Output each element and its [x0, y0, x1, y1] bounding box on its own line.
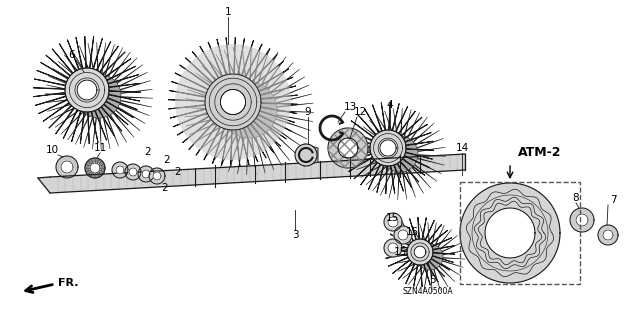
Polygon shape [576, 214, 588, 226]
Text: 1: 1 [225, 7, 231, 17]
Text: 4: 4 [387, 100, 394, 110]
Text: 14: 14 [456, 143, 468, 153]
Polygon shape [138, 166, 154, 182]
Polygon shape [77, 80, 97, 100]
Polygon shape [38, 177, 50, 193]
Polygon shape [220, 89, 246, 115]
Polygon shape [388, 243, 398, 253]
Polygon shape [485, 208, 535, 258]
Polygon shape [129, 168, 137, 176]
Polygon shape [380, 140, 396, 156]
Polygon shape [398, 230, 408, 240]
Polygon shape [598, 225, 618, 245]
Text: 2: 2 [164, 155, 170, 165]
Polygon shape [153, 172, 161, 180]
Text: FR.: FR. [58, 278, 79, 288]
Text: 5: 5 [429, 275, 435, 285]
Text: ATM-2: ATM-2 [518, 145, 562, 159]
Polygon shape [304, 144, 318, 166]
Polygon shape [50, 154, 465, 193]
Polygon shape [354, 108, 446, 200]
Polygon shape [61, 161, 73, 173]
Polygon shape [112, 162, 128, 178]
Polygon shape [342, 102, 434, 194]
Polygon shape [384, 239, 402, 257]
Ellipse shape [295, 144, 317, 166]
Polygon shape [142, 170, 150, 178]
Polygon shape [33, 36, 141, 144]
Polygon shape [338, 138, 358, 158]
Text: 2: 2 [145, 147, 151, 157]
Text: 9: 9 [305, 107, 311, 117]
Text: 6: 6 [68, 50, 76, 60]
Text: 8: 8 [573, 193, 579, 203]
Polygon shape [603, 230, 613, 240]
Text: 10: 10 [45, 145, 59, 155]
Polygon shape [338, 138, 358, 158]
Polygon shape [394, 226, 412, 244]
Polygon shape [384, 213, 402, 231]
Text: 2: 2 [175, 167, 181, 177]
Polygon shape [414, 246, 426, 258]
Text: 15: 15 [405, 227, 419, 237]
Polygon shape [168, 37, 298, 167]
Text: 11: 11 [93, 143, 107, 153]
Text: 15: 15 [385, 213, 399, 223]
Polygon shape [395, 222, 465, 292]
Polygon shape [149, 168, 165, 184]
Text: 2: 2 [162, 183, 168, 193]
Text: 13: 13 [344, 102, 356, 112]
Text: 3: 3 [292, 230, 298, 240]
Polygon shape [56, 156, 78, 178]
Text: 7: 7 [610, 195, 616, 205]
Polygon shape [90, 163, 100, 173]
Text: SZN4A0500A: SZN4A0500A [403, 287, 453, 296]
Text: 15: 15 [394, 247, 406, 257]
Polygon shape [388, 217, 398, 227]
Polygon shape [45, 42, 153, 150]
Polygon shape [570, 208, 594, 232]
Polygon shape [184, 45, 314, 175]
Polygon shape [116, 166, 124, 174]
Bar [460, 182, 580, 284]
Polygon shape [175, 44, 291, 160]
Text: 12: 12 [353, 107, 367, 117]
Polygon shape [125, 164, 141, 180]
Polygon shape [328, 128, 368, 168]
Polygon shape [460, 183, 560, 283]
Polygon shape [85, 158, 105, 178]
Polygon shape [385, 217, 455, 287]
